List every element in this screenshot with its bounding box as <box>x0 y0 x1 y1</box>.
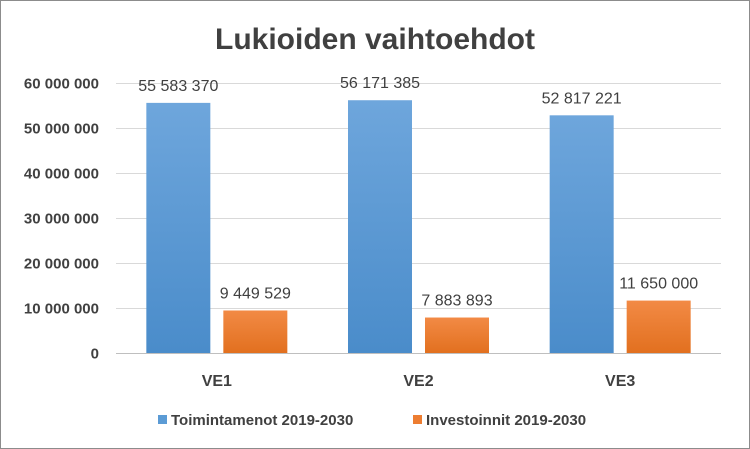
bar-ve1-series-1 <box>146 102 211 353</box>
data-label: 56 171 385 <box>340 75 420 92</box>
data-label: 9 449 529 <box>220 285 291 302</box>
data-labels: 55 583 370 9 449 529 56 171 385 7 883 893 52… <box>138 75 698 309</box>
x-tick-label: VE1 <box>202 373 232 390</box>
legend-swatch <box>413 415 422 424</box>
data-label: 52 817 221 <box>542 90 622 107</box>
bar-ve2-series-1 <box>348 100 412 354</box>
bars <box>146 100 691 354</box>
y-tick-label: 10 000 000 <box>24 301 99 318</box>
data-label: 55 583 370 <box>138 78 218 95</box>
bar-ve1-series-2 <box>223 310 288 353</box>
y-tick-label: 30 000 000 <box>24 211 99 228</box>
legend-swatch <box>158 415 167 424</box>
x-tick-label: VE3 <box>605 373 635 390</box>
y-tick-label: 50 000 000 <box>24 121 99 138</box>
legend-label: Investoinnit 2019-2030 <box>426 412 586 429</box>
bar-ve3-series-2 <box>626 300 691 353</box>
chart-title: Lukioiden vaihtoehdot <box>215 23 535 56</box>
x-axis-tick-labels: VE1 VE2 VE3 <box>202 373 636 390</box>
y-tick-label: 60 000 000 <box>24 76 99 93</box>
y-tick-label: 40 000 000 <box>24 166 99 183</box>
data-label: 7 883 893 <box>421 293 492 310</box>
y-tick-label: 20 000 000 <box>24 256 99 273</box>
gridlines <box>116 83 721 354</box>
bar-ve3-series-1 <box>549 115 614 353</box>
y-axis-tick-labels: 0 10 000 000 20 000 000 30 000 000 40 000 00… <box>24 76 99 363</box>
bar-ve2-series-2 <box>425 317 489 353</box>
y-tick-label: 0 <box>91 346 99 363</box>
x-tick-label: VE2 <box>403 373 433 390</box>
data-label: 11 650 000 <box>619 276 698 293</box>
legend: Toimintamenot 2019-2030 Investoinnit 2019… <box>158 412 586 429</box>
legend-label: Toimintamenot 2019-2030 <box>171 412 353 429</box>
